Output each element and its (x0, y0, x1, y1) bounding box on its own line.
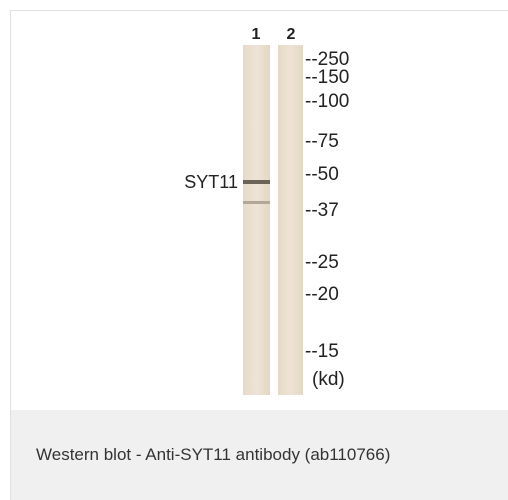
lane-label: 2 (287, 26, 296, 43)
lane-2 (278, 45, 303, 395)
marker-label: --150 (305, 67, 349, 88)
marker-label: --25 (305, 252, 339, 273)
caption-area: Western blot - Anti-SYT11 antibody (ab11… (10, 410, 508, 500)
band-main (243, 180, 270, 184)
lane-1 (243, 45, 270, 395)
marker-label: (kd) (312, 369, 345, 390)
lane-label: 1 (252, 26, 261, 43)
blot-image: 1 2 SYT11 --250--150--100--75--50--37--2… (0, 0, 508, 410)
band-faint (243, 201, 270, 204)
marker-label: --50 (305, 164, 339, 185)
page: 1 2 SYT11 --250--150--100--75--50--37--2… (0, 0, 508, 500)
marker-label: --20 (305, 284, 339, 305)
caption: Western blot - Anti-SYT11 antibody (ab11… (36, 445, 390, 465)
band-label: SYT11 (184, 172, 238, 192)
marker-label: --15 (305, 341, 339, 362)
marker-label: --37 (305, 200, 339, 221)
marker-label: --75 (305, 131, 339, 152)
markers: --250--150--100--75--50--37--25--20--15(… (305, 49, 349, 390)
marker-label: --100 (305, 91, 349, 112)
